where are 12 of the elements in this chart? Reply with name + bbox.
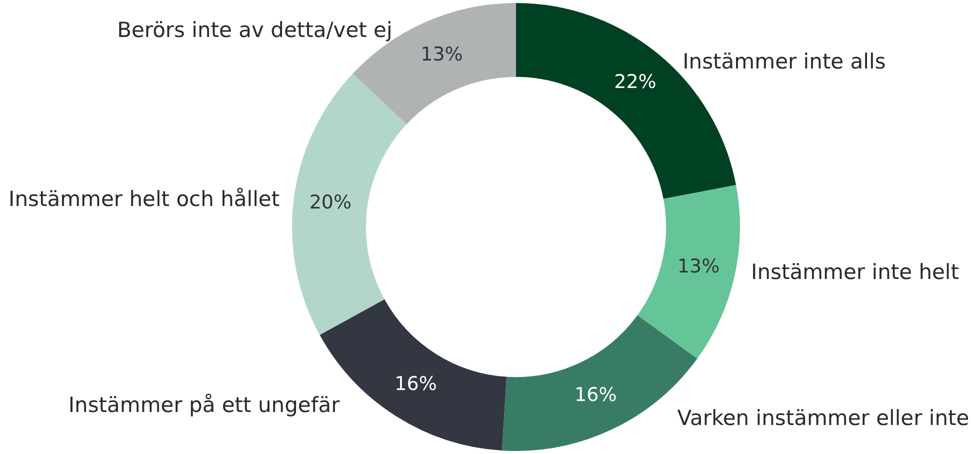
slice-label: Instämmer inte alls [682,49,886,74]
data-label: 16% [574,384,617,406]
slice-label: Instämmer inte helt [751,260,960,284]
slice-label: Instämmer helt och hållet [8,186,280,211]
data-label: 13% [420,43,463,66]
data-label: 22% [614,70,656,93]
slice-label: Instämmer på ett ungefär [68,393,340,418]
slice-label: Berörs inte av detta/vet ej [117,18,392,42]
slice-label: Varken instämmer eller inte [677,406,970,430]
data-label: 20% [309,191,352,214]
data-label: 16% [394,372,437,395]
data-label: 13% [677,256,720,278]
